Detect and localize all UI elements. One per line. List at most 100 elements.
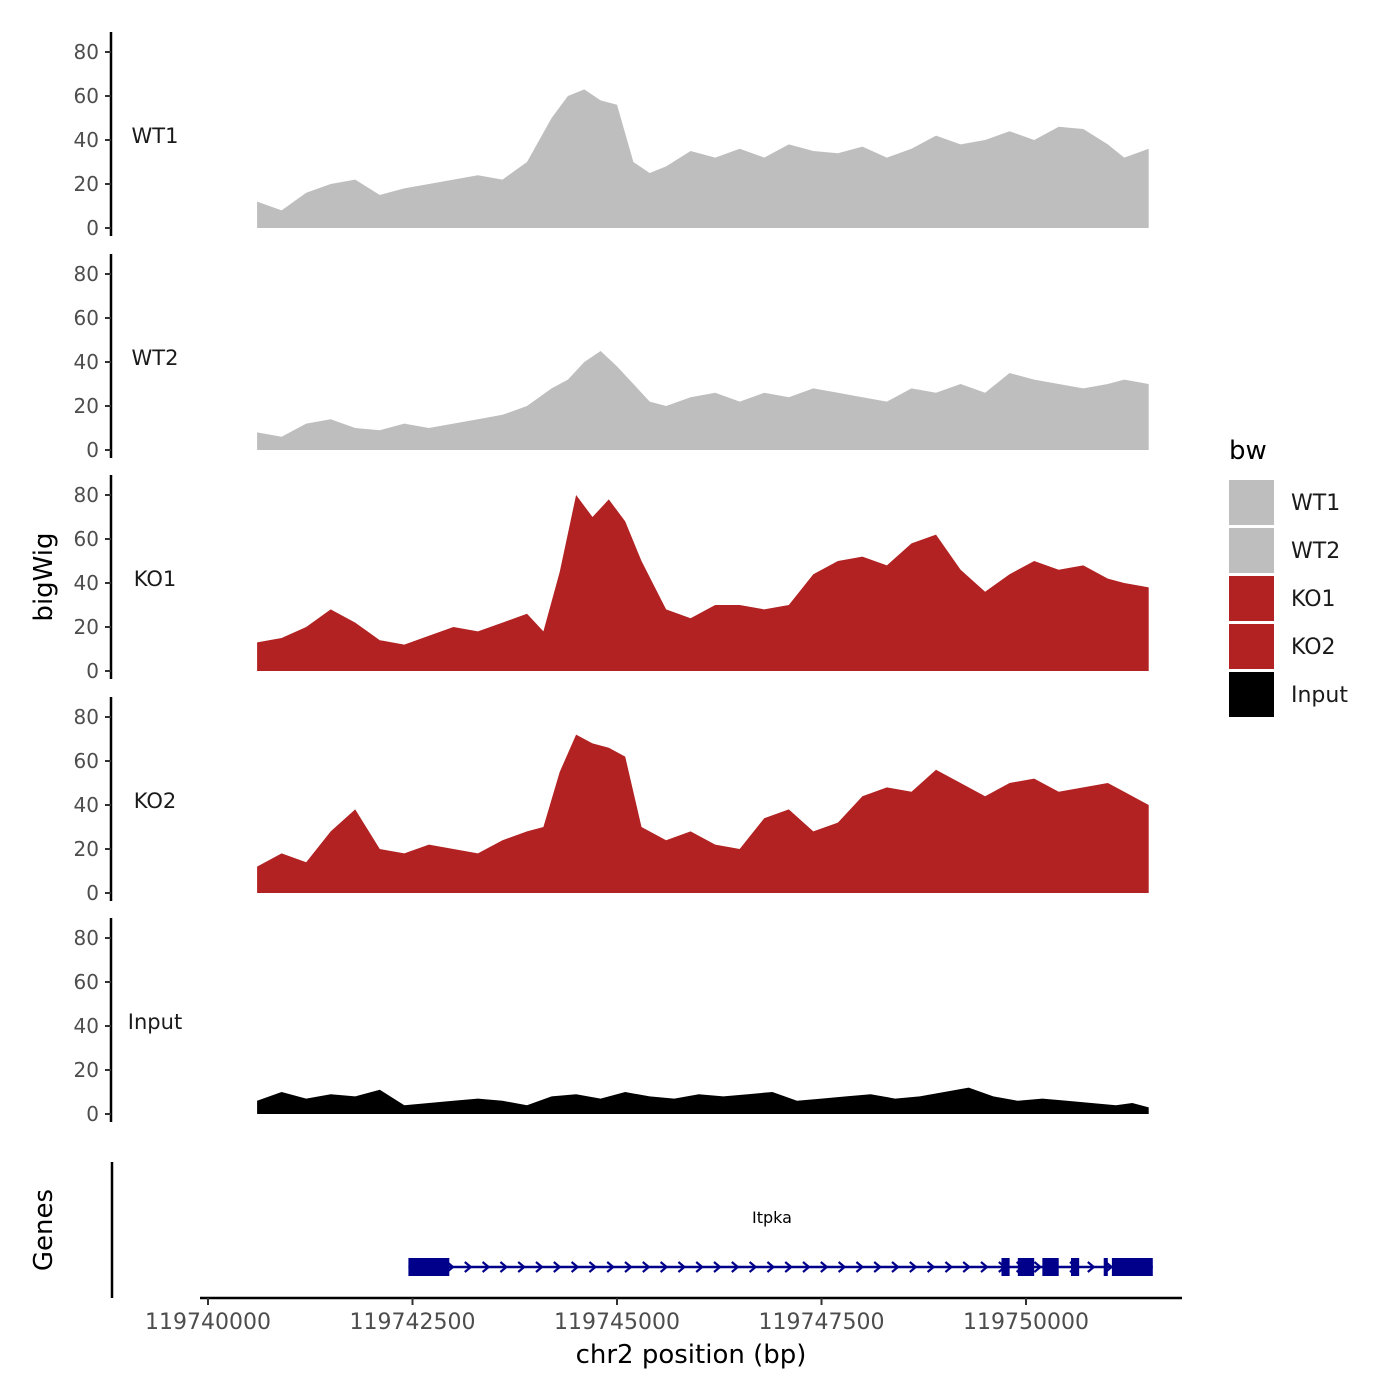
legend: bw WT1 WT2 KO1 KO2 Input <box>1229 436 1348 717</box>
y-tick-label: 20 <box>74 394 99 418</box>
legend-key-wt2 <box>1229 528 1274 573</box>
x-tick-label: 119742500 <box>350 1310 476 1335</box>
y-tick-label: 0 <box>86 1102 99 1126</box>
strand-arrow <box>517 1261 526 1273</box>
x-tick-label: 119747500 <box>759 1310 885 1335</box>
strand-arrow <box>980 1261 989 1273</box>
strand-arrow <box>944 1261 954 1273</box>
strand-arrow <box>588 1261 598 1273</box>
y-tick-label: 80 <box>74 40 99 64</box>
strand-arrow <box>499 1261 509 1273</box>
strand-arrow <box>784 1261 793 1273</box>
legend-key-ko2 <box>1229 624 1274 669</box>
strand-arrow <box>553 1261 562 1273</box>
gene-exon <box>1001 1258 1010 1276</box>
legend-key-wt1 <box>1229 480 1274 525</box>
y-tick-label: 20 <box>74 1058 99 1082</box>
signal-tracks: 0 20 40 60 80 WT1 0 20 40 60 80 WT2 0 20 40 60 80 KO1 0 20 4… <box>74 32 1149 1126</box>
y-tick-label: 60 <box>74 749 99 773</box>
y-axis-title: bigWig <box>29 532 59 621</box>
x-axis-ticks: 119740000 119742500 119745000 119747500 1197… <box>145 1298 1089 1335</box>
y-tick-label: 40 <box>74 128 99 152</box>
y-tick-label: 40 <box>74 793 99 817</box>
legend-label-wt1: WT1 <box>1291 491 1340 516</box>
strand-arrow <box>535 1261 544 1273</box>
y-tick-label: 60 <box>74 527 99 551</box>
signal-area-wt2 <box>257 351 1149 450</box>
track-label-wt2: WT2 <box>132 346 179 370</box>
strand-arrow <box>713 1261 722 1273</box>
y-tick-label: 40 <box>74 350 99 374</box>
strand-arrow <box>642 1261 651 1273</box>
x-tick-label: 119740000 <box>145 1310 271 1335</box>
track-ko2: 0 20 40 60 80 KO2 <box>74 697 1149 905</box>
y-tick-label: 20 <box>74 837 99 861</box>
track-label-input: Input <box>128 1010 182 1034</box>
y-tick-label: 60 <box>74 306 99 330</box>
strand-arrow <box>802 1261 811 1273</box>
genes-panel: Genes Itpka <box>29 1162 1153 1298</box>
legend-key-input <box>1229 672 1274 717</box>
y-tick-label: 40 <box>74 571 99 595</box>
track-wt2: 0 20 40 60 80 WT2 <box>74 254 1149 462</box>
signal-area-ko2 <box>257 734 1149 893</box>
strand-arrow <box>926 1261 936 1273</box>
y-tick-label: 80 <box>74 483 99 507</box>
y-tick-label: 0 <box>86 881 99 905</box>
legend-label-ko1: KO1 <box>1291 587 1336 612</box>
strand-arrow <box>1087 1261 1096 1273</box>
x-tick-label: 119745000 <box>554 1310 680 1335</box>
legend-label-wt2: WT2 <box>1291 539 1340 564</box>
gene-exon <box>1070 1258 1080 1276</box>
gene-exon <box>1042 1258 1059 1276</box>
y-tick-label: 0 <box>86 438 99 462</box>
track-ko1: 0 20 40 60 80 KO1 <box>74 475 1149 683</box>
signal-area-input <box>257 1087 1149 1114</box>
strand-arrow <box>481 1261 491 1273</box>
strand-arrow <box>891 1261 900 1273</box>
gene-exon <box>1017 1258 1035 1276</box>
y-tick-label: 80 <box>74 705 99 729</box>
strand-arrow <box>873 1261 882 1273</box>
y-tick-label: 0 <box>86 216 99 240</box>
track-label-wt1: WT1 <box>132 124 179 148</box>
legend-key-ko1 <box>1229 576 1274 621</box>
strand-arrow <box>1033 1261 1043 1273</box>
strand-arrow <box>909 1261 918 1273</box>
strand-arrow <box>748 1261 758 1273</box>
gene-name-label: Itpka <box>752 1208 792 1227</box>
strand-arrow <box>624 1261 633 1273</box>
legend-label-ko2: KO2 <box>1291 635 1336 660</box>
legend-items: WT1 WT2 KO1 KO2 Input <box>1229 480 1348 717</box>
strand-arrow <box>837 1261 847 1273</box>
track-label-ko1: KO1 <box>134 567 177 591</box>
track-input: 0 20 40 60 80 Input <box>74 918 1149 1126</box>
signal-area-wt1 <box>257 89 1149 229</box>
strand-arrow <box>820 1261 829 1273</box>
legend-label-input: Input <box>1291 683 1348 708</box>
strand-arrow <box>570 1261 580 1273</box>
strand-arrow <box>677 1261 687 1273</box>
strand-arrow <box>731 1261 740 1273</box>
y-tick-label: 80 <box>74 926 99 950</box>
x-axis-title: chr2 position (bp) <box>576 1340 807 1370</box>
strand-arrow <box>695 1261 704 1273</box>
strand-arrow <box>464 1261 473 1273</box>
strand-arrow <box>855 1261 865 1273</box>
track-label-ko2: KO2 <box>134 789 177 813</box>
x-tick-label: 119750000 <box>963 1310 1089 1335</box>
track-wt1: 0 20 40 60 80 WT1 <box>74 32 1149 240</box>
y-tick-label: 20 <box>74 172 99 196</box>
signal-area-ko1 <box>257 495 1149 671</box>
y-tick-label: 20 <box>74 615 99 639</box>
y-tick-label: 60 <box>74 84 99 108</box>
x-axis: 119740000 119742500 119745000 119747500 1197… <box>145 1296 1182 1370</box>
gene-exon <box>408 1258 450 1276</box>
strand-arrow <box>606 1261 615 1273</box>
y-tick-label: 40 <box>74 1014 99 1038</box>
genes-axis-title: Genes <box>29 1189 59 1271</box>
strand-arrow <box>962 1261 971 1273</box>
gene-exon <box>1111 1258 1153 1276</box>
y-tick-label: 80 <box>74 262 99 286</box>
